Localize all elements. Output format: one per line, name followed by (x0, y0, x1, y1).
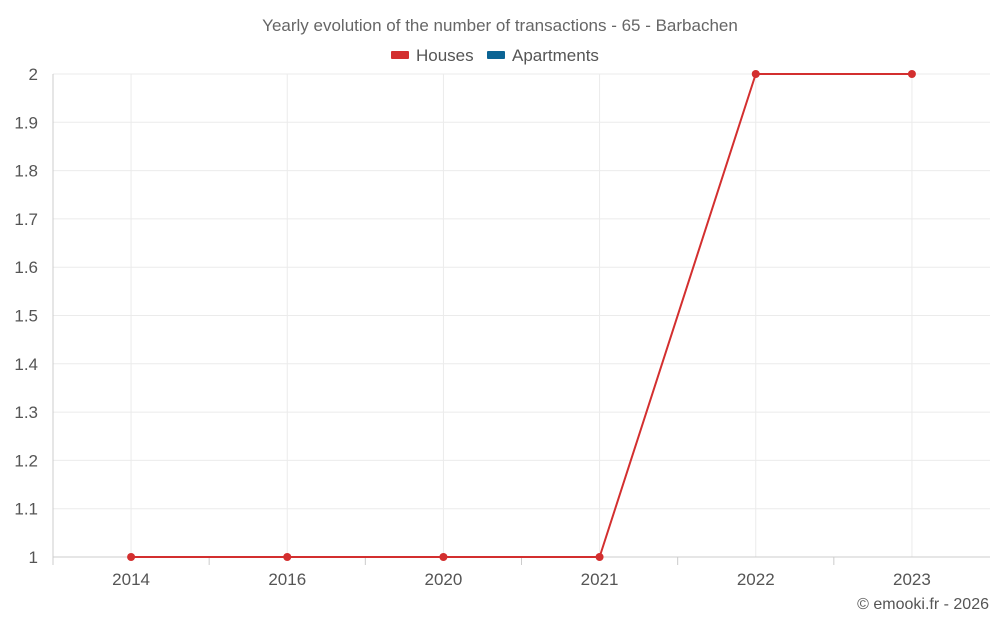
y-tick-label: 1.1 (14, 500, 38, 519)
chart-title: Yearly evolution of the number of transa… (262, 16, 738, 35)
legend-label-houses[interactable]: Houses (416, 46, 474, 65)
y-tick-label: 1.4 (14, 355, 38, 374)
credit-text: © emooki.fr - 2026 (857, 596, 989, 613)
data-point-houses[interactable] (595, 553, 604, 561)
y-tick-label: 1 (29, 548, 38, 567)
y-tick-label: 1.5 (14, 307, 38, 326)
x-tick-label: 2016 (268, 570, 306, 589)
y-tick-label: 2 (29, 65, 38, 84)
data-point-houses[interactable] (283, 553, 292, 561)
y-tick-label: 1.3 (14, 403, 38, 422)
x-tick-label: 2023 (893, 570, 931, 589)
y-tick-label: 1.8 (14, 162, 38, 181)
legend-swatch-houses[interactable] (391, 51, 409, 59)
grid (53, 73, 990, 558)
x-tick-label: 2014 (112, 570, 150, 589)
series-line-houses (131, 73, 912, 558)
y-axis-ticks: 1 1.1 1.2 1.3 1.4 1.5 1.6 1.7 1.8 1.9 2 (14, 65, 38, 567)
legend-swatch-apartments[interactable] (487, 51, 505, 59)
data-point-houses[interactable] (907, 70, 916, 78)
x-tick-label: 2021 (581, 570, 619, 589)
y-tick-label: 1.7 (14, 210, 38, 229)
y-tick-label: 1.9 (14, 113, 38, 132)
x-axis-ticks: 2014 2016 2020 2021 2022 2023 (112, 570, 931, 589)
axes (52, 74, 990, 565)
data-point-houses[interactable] (439, 553, 448, 561)
x-tick-label: 2022 (737, 570, 775, 589)
data-point-houses[interactable] (127, 553, 136, 561)
y-tick-label: 1.2 (14, 451, 38, 470)
data-point-houses[interactable] (751, 70, 760, 78)
x-tick-label: 2020 (425, 570, 463, 589)
series (127, 70, 916, 561)
legend[interactable]: Houses Apartments (391, 46, 599, 65)
y-tick-label: 1.6 (14, 258, 38, 277)
legend-label-apartments[interactable]: Apartments (512, 46, 599, 65)
